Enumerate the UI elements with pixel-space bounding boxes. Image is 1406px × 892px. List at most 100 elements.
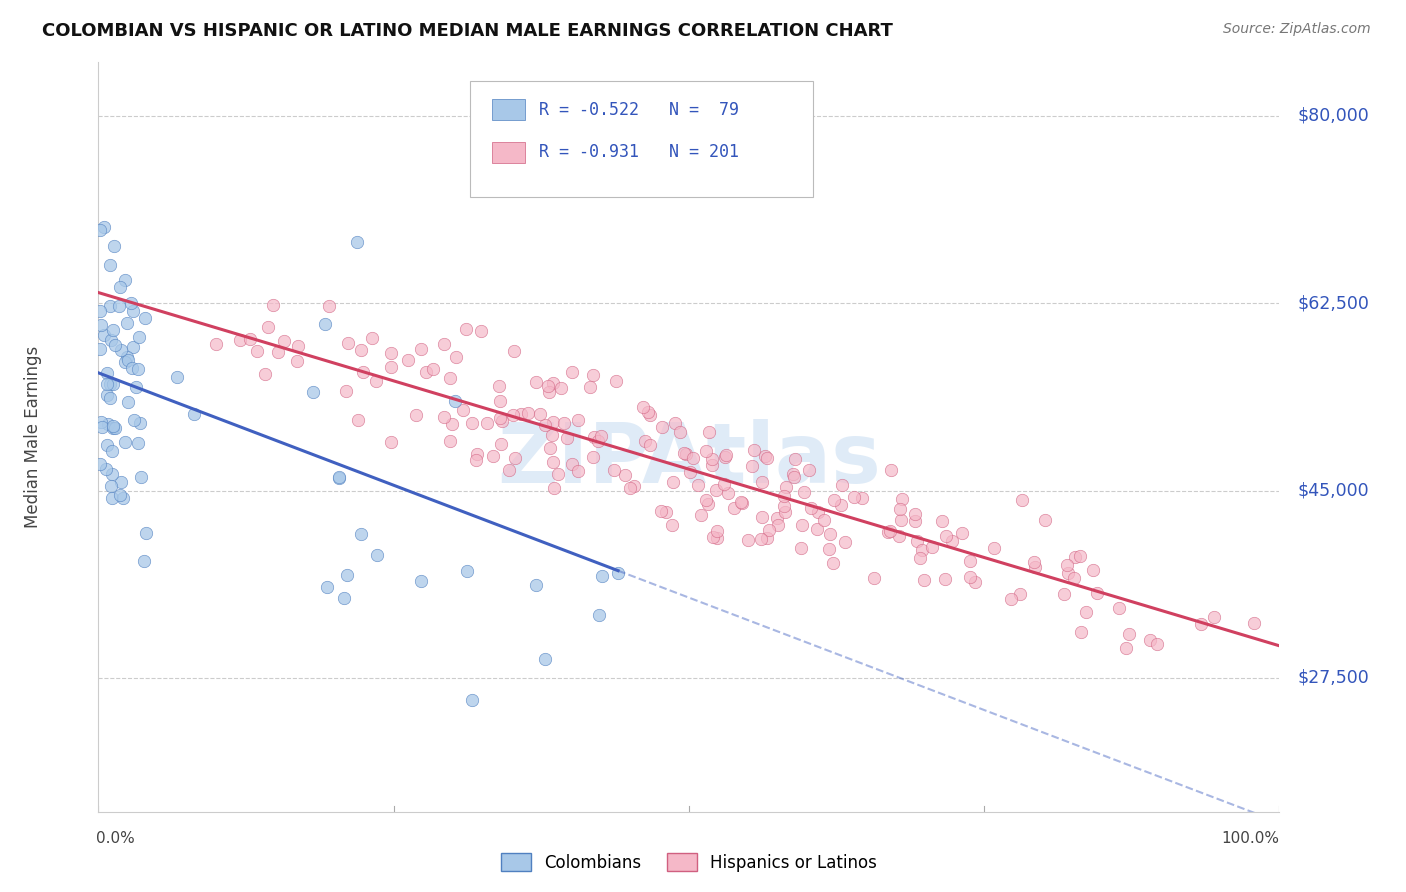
Point (582, 450, 605, 464)
Point (1243, 616, 1265, 631)
Point (637, 405, 659, 419)
Point (537, 379, 560, 393)
Point (959, 554, 981, 568)
Point (101, 418, 124, 433)
Point (96, 376, 118, 391)
Point (262, 298, 284, 312)
Point (772, 490, 794, 504)
Point (555, 431, 578, 445)
Point (117, 352, 139, 367)
Point (489, 393, 512, 408)
Point (349, 526, 371, 541)
Point (633, 400, 655, 414)
Point (605, 374, 627, 388)
Point (488, 379, 510, 393)
Point (1074, 605, 1097, 619)
Point (122, 340, 145, 354)
Point (361, 331, 384, 345)
Point (101, 421, 124, 435)
Point (887, 529, 910, 543)
Point (465, 453, 488, 467)
Point (983, 541, 1005, 555)
Point (737, 533, 759, 547)
Point (714, 448, 737, 462)
Point (134, 310, 156, 325)
Point (543, 482, 565, 496)
Point (717, 485, 740, 500)
Point (135, 525, 157, 540)
Point (553, 416, 575, 430)
Text: $80,000: $80,000 (1298, 107, 1369, 125)
Point (96, 438, 118, 452)
Point (127, 362, 149, 376)
Point (529, 407, 551, 421)
Point (813, 514, 835, 528)
Point (723, 501, 745, 516)
Point (91, 420, 114, 434)
Point (489, 411, 512, 425)
Point (380, 359, 402, 374)
Point (328, 471, 350, 485)
Point (132, 553, 155, 567)
Point (706, 524, 728, 539)
Point (366, 548, 388, 562)
Point (129, 470, 152, 484)
Point (166, 369, 188, 384)
Point (1033, 513, 1056, 527)
Point (335, 384, 357, 398)
Point (316, 581, 339, 595)
FancyBboxPatch shape (492, 142, 524, 163)
Point (1108, 601, 1130, 615)
Point (550, 381, 572, 395)
Point (889, 502, 911, 516)
Point (1022, 556, 1045, 570)
Text: 100.0%: 100.0% (1222, 831, 1279, 846)
Point (110, 475, 132, 489)
Point (741, 458, 763, 473)
Point (89, 457, 111, 471)
Point (246, 344, 269, 359)
Point (524, 376, 547, 390)
Point (103, 377, 125, 392)
Point (1064, 549, 1087, 564)
Point (851, 491, 873, 505)
Point (489, 437, 512, 451)
Point (714, 450, 737, 464)
Point (470, 324, 492, 338)
Point (503, 451, 526, 466)
Point (128, 330, 150, 344)
Point (547, 467, 569, 481)
Point (205, 337, 228, 351)
Point (253, 368, 276, 382)
Point (125, 379, 148, 393)
Point (103, 238, 125, 252)
Point (700, 451, 723, 466)
Point (567, 412, 589, 426)
Point (1118, 626, 1140, 640)
Point (337, 335, 360, 350)
Point (100, 333, 122, 347)
Point (346, 235, 368, 249)
Point (704, 483, 727, 497)
Point (433, 409, 456, 424)
Point (623, 478, 645, 492)
Text: R = -0.522   N =  79: R = -0.522 N = 79 (538, 101, 740, 119)
Point (561, 365, 583, 379)
Point (823, 556, 845, 570)
Point (541, 416, 564, 430)
Point (1053, 587, 1076, 601)
Point (713, 477, 735, 491)
Point (491, 414, 513, 428)
Point (121, 360, 143, 375)
Point (706, 531, 728, 545)
Text: Source: ZipAtlas.com: Source: ZipAtlas.com (1223, 22, 1371, 37)
Point (695, 443, 717, 458)
Point (183, 407, 205, 421)
Point (751, 510, 773, 524)
Point (965, 575, 987, 590)
Point (89, 342, 111, 356)
Point (751, 475, 773, 489)
Point (1146, 637, 1168, 651)
Point (444, 351, 467, 365)
Point (461, 693, 484, 707)
